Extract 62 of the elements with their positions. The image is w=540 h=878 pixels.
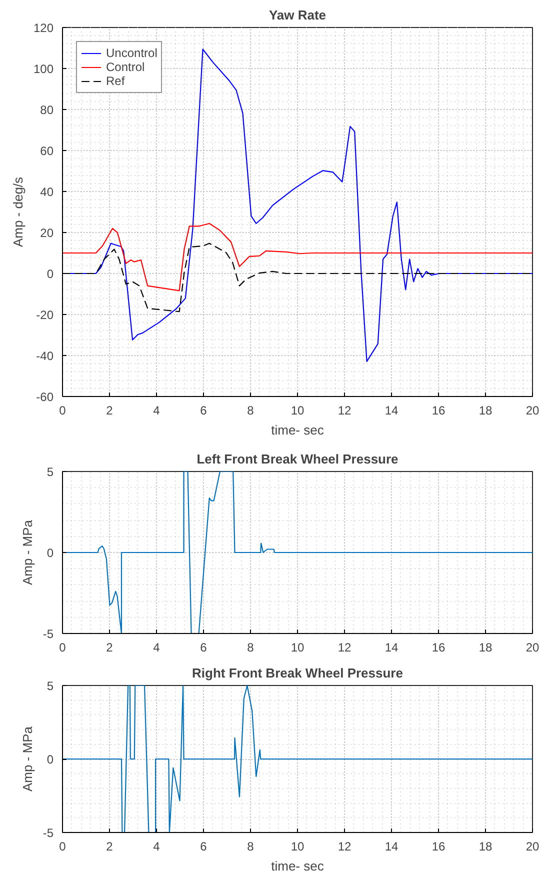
x-tick-label: 12 [338,840,352,854]
x-tick-label: 0 [59,840,66,854]
x-tick-label: 18 [478,840,492,854]
x-tick-label: 8 [247,640,254,654]
x-tick-label: 14 [384,840,398,854]
x-tick-label: 0 [59,640,66,654]
x-tick-label: 8 [247,404,254,418]
line-series [62,222,532,292]
y-tick-label: 0 [46,267,54,281]
x-tick-label: 10 [290,840,304,854]
x-tick-label: 20 [526,840,540,854]
x-axis-title: time- sec [271,422,324,438]
x-tick-label: 4 [153,840,160,854]
x-tick-label: 8 [247,840,254,854]
x-tick-label: 6 [200,640,208,654]
x-tick-label: 4 [153,404,160,418]
x-tick-label: 20 [526,640,540,654]
x-tick-label: 10 [290,404,304,418]
y-tick-label: 0 [46,546,54,560]
x-tick-label: 16 [432,404,446,418]
x-tick-label: 16 [432,640,446,654]
x-tick-label: 16 [432,840,446,854]
x-tick-label: 2 [106,840,114,854]
chart-title: Left Front Break Wheel Pressure [196,452,398,466]
legend-label: Ref [106,74,126,88]
y-tick-label: -60 [36,390,54,404]
x-tick-label: 4 [153,640,160,654]
y-tick-label: 120 [33,21,54,35]
legend-label: Control [106,60,145,74]
y-tick-label: -5 [42,826,54,840]
line-series [62,686,532,832]
y-tick-label: 100 [33,62,54,76]
x-tick-label: 20 [526,404,540,418]
x-tick-label: 12 [338,640,352,654]
y-tick-label: 60 [40,144,54,158]
x-tick-label: 12 [338,404,352,418]
x-tick-label: 14 [384,404,398,418]
x-tick-label: 0 [59,404,66,418]
y-tick-label: -20 [36,308,54,322]
x-tick-label: 10 [290,640,304,654]
y-tick-label: -40 [36,349,54,363]
x-tick-label: 6 [200,840,208,854]
y-tick-label: 20 [40,226,54,240]
y-tick-label: 40 [40,185,54,199]
chart-title: Yaw Rate [268,8,326,22]
y-axis-title: Amp - deg/s [10,176,26,248]
x-tick-label: 14 [384,640,398,654]
y-tick-label: 80 [40,103,54,117]
y-tick-label: 0 [46,752,54,766]
y-tick-label: 5 [46,465,54,479]
x-tick-label: 2 [106,640,114,654]
x-axis-title: time- sec [271,858,324,874]
x-tick-label: 6 [200,404,208,418]
legend-label: Uncontrol [106,46,158,60]
x-tick-label: 18 [478,640,492,654]
x-tick-label: 2 [106,404,114,418]
x-tick-label: 18 [478,404,492,418]
y-tick-label: -5 [42,627,54,641]
chart-title: Right Front Break Wheel Pressure [192,666,403,680]
y-tick-label: 5 [46,679,54,693]
y-axis-title: Amp - MPa [20,519,35,586]
y-axis-title: Amp - MPa [20,726,35,792]
